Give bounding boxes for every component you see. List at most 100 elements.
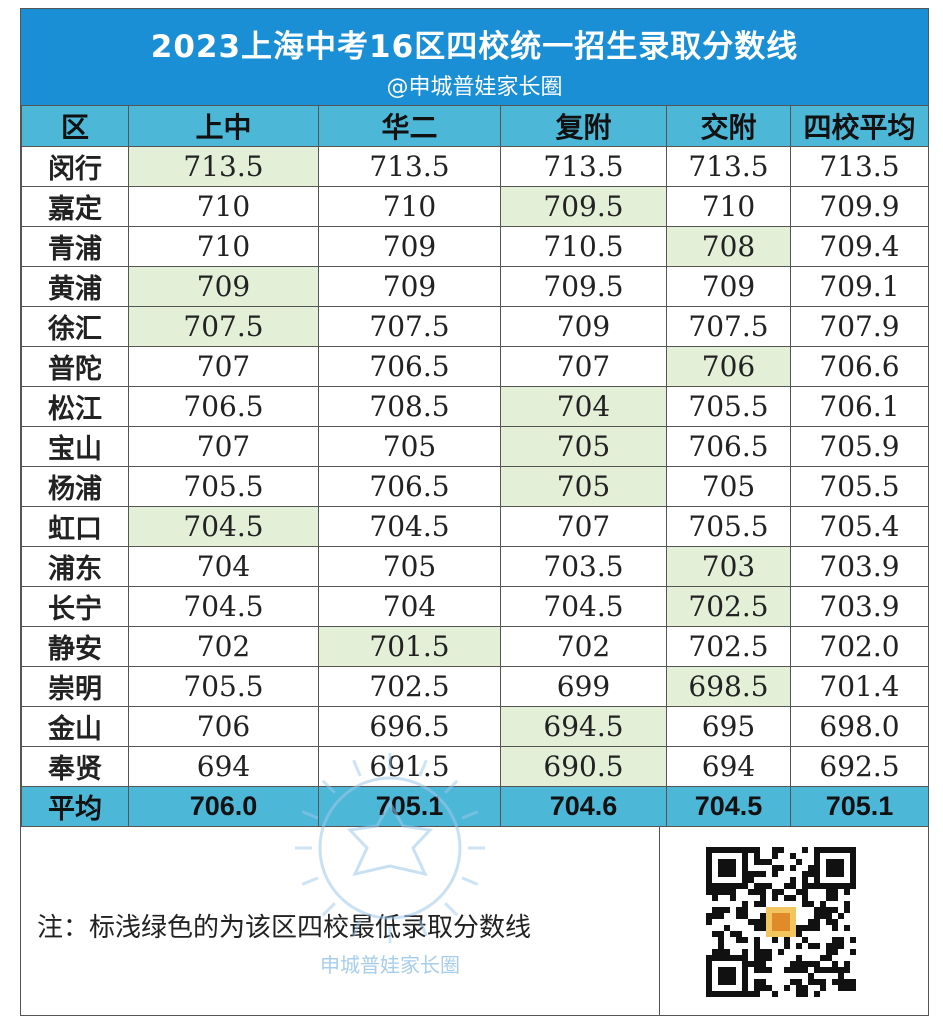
score-cell: 705.5 xyxy=(128,466,319,507)
score-cell: 691.5 xyxy=(318,746,501,787)
score-cell: 709.5 xyxy=(500,266,667,307)
score-cell: 713.5 xyxy=(500,146,667,187)
score-cell: 705.5 xyxy=(666,386,791,427)
score-cell: 695 xyxy=(666,706,791,747)
table-row: 嘉定 710 710 709.5 710 709.9 xyxy=(21,186,929,227)
score-cell: 703.5 xyxy=(500,546,667,587)
score-cell: 709.4 xyxy=(790,226,929,267)
score-cell: 707.9 xyxy=(790,306,929,347)
score-cell: 705 xyxy=(318,546,501,587)
district-cell: 嘉定 xyxy=(21,186,129,227)
score-cell: 705 xyxy=(500,466,667,507)
footer: 注：标浅绿色的为该区四校最低录取分数线 xyxy=(21,827,928,1015)
district-cell: 崇明 xyxy=(21,666,129,707)
score-cell: 706 xyxy=(128,706,319,747)
score-cell: 705 xyxy=(500,426,667,467)
score-cell: 702.5 xyxy=(666,626,791,667)
score-cell: 702.5 xyxy=(318,666,501,707)
score-cell: 706 xyxy=(666,346,791,387)
score-cell: 713.5 xyxy=(128,146,319,187)
average-cell: 705.1 xyxy=(318,786,501,827)
score-cell: 703.9 xyxy=(790,546,929,587)
district-cell: 虹口 xyxy=(21,506,129,547)
table-row: 黄浦 709 709 709.5 709 709.1 xyxy=(21,266,929,307)
score-cell: 709.9 xyxy=(790,186,929,227)
score-cell: 705.5 xyxy=(790,466,929,507)
score-cell: 710 xyxy=(666,186,791,227)
score-cell: 713.5 xyxy=(666,146,791,187)
score-cell: 705.4 xyxy=(790,506,929,547)
average-label: 平均 xyxy=(21,786,129,827)
district-cell: 黄浦 xyxy=(21,266,129,307)
table-row: 普陀 707 706.5 707 706 706.6 xyxy=(21,346,929,387)
score-cell: 703.9 xyxy=(790,586,929,627)
table-row: 闵行 713.5 713.5 713.5 713.5 713.5 xyxy=(21,146,929,187)
score-cell: 704.5 xyxy=(128,506,319,547)
score-cell: 710 xyxy=(128,186,319,227)
score-cell: 707 xyxy=(128,346,319,387)
table-row: 浦东 704 705 703.5 703 703.9 xyxy=(21,546,929,587)
score-cell: 706.6 xyxy=(790,346,929,387)
table-row: 徐汇 707.5 707.5 709 707.5 707.9 xyxy=(21,306,929,347)
score-cell: 706.1 xyxy=(790,386,929,427)
score-cell: 706.5 xyxy=(666,426,791,467)
score-cell: 707 xyxy=(500,346,667,387)
score-cell: 694 xyxy=(128,746,319,787)
score-cell: 713.5 xyxy=(318,146,501,187)
score-cell: 707.5 xyxy=(318,306,501,347)
average-cell: 704.5 xyxy=(666,786,791,827)
district-cell: 松江 xyxy=(21,386,129,427)
page-subtitle: @申城普娃家长圈 xyxy=(386,75,563,100)
score-cell: 710 xyxy=(318,186,501,227)
table-row: 长宁 704.5 704 704.5 702.5 703.9 xyxy=(21,586,929,627)
score-cell: 704 xyxy=(128,546,319,587)
score-cell: 694.5 xyxy=(500,706,667,747)
district-cell: 徐汇 xyxy=(21,306,129,347)
district-cell: 普陀 xyxy=(21,346,129,387)
district-cell: 浦东 xyxy=(21,546,129,587)
average-row: 平均 706.0 705.1 704.6 704.5 705.1 xyxy=(21,786,929,827)
score-cell: 704 xyxy=(500,386,667,427)
score-cell: 698.5 xyxy=(666,666,791,707)
score-sheet: 2023上海中考16区四校统一招生录取分数线 @申城普娃家长圈 区上中 华二 复附交… xyxy=(20,8,929,1016)
score-cell: 707 xyxy=(500,506,667,547)
table-row: 宝山 707 705 705 706.5 705.9 xyxy=(21,426,929,467)
table-row: 青浦 710 709 710.5 708 709.4 xyxy=(21,226,929,267)
note-text: 注：标浅绿色的为该区四校最低录取分数线 xyxy=(37,913,532,943)
page-title: 2023上海中考16区四校统一招生录取分数线 xyxy=(150,29,799,65)
table-row: 杨浦 705.5 706.5 705 705 705.5 xyxy=(21,466,929,507)
score-cell: 709 xyxy=(318,226,501,267)
score-cell: 696.5 xyxy=(318,706,501,747)
district-cell: 长宁 xyxy=(21,586,129,627)
column-header: 交附 xyxy=(666,105,791,147)
divider xyxy=(659,827,660,1015)
table-row: 松江 706.5 708.5 704 705.5 706.1 xyxy=(21,386,929,427)
district-cell: 金山 xyxy=(21,706,129,747)
score-cell: 704.5 xyxy=(500,586,667,627)
score-cell: 709 xyxy=(128,266,319,307)
score-cell: 709.5 xyxy=(500,186,667,227)
district-cell: 奉贤 xyxy=(21,746,129,787)
score-cell: 692.5 xyxy=(790,746,929,787)
table-row: 金山 706 696.5 694.5 695 698.0 xyxy=(21,706,929,747)
score-cell: 702 xyxy=(500,626,667,667)
score-cell: 705 xyxy=(666,466,791,507)
score-cell: 708 xyxy=(666,226,791,267)
score-cell: 709.1 xyxy=(790,266,929,307)
score-cell: 713.5 xyxy=(790,146,929,187)
average-cell: 704.6 xyxy=(500,786,667,827)
score-cell: 704.5 xyxy=(128,586,319,627)
district-cell: 闵行 xyxy=(21,146,129,187)
score-cell: 703 xyxy=(666,546,791,587)
score-cell: 709 xyxy=(666,266,791,307)
score-cell: 704 xyxy=(318,586,501,627)
score-cell: 709 xyxy=(500,306,667,347)
table-row: 虹口 704.5 704.5 707 705.5 705.4 xyxy=(21,506,929,547)
district-cell: 青浦 xyxy=(21,226,129,267)
table-row: 崇明 705.5 702.5 699 698.5 701.4 xyxy=(21,666,929,707)
score-cell: 702.0 xyxy=(790,626,929,667)
column-header: 复附 xyxy=(500,105,667,147)
score-cell: 705.5 xyxy=(666,506,791,547)
score-cell: 710 xyxy=(128,226,319,267)
score-cell: 705 xyxy=(318,426,501,467)
